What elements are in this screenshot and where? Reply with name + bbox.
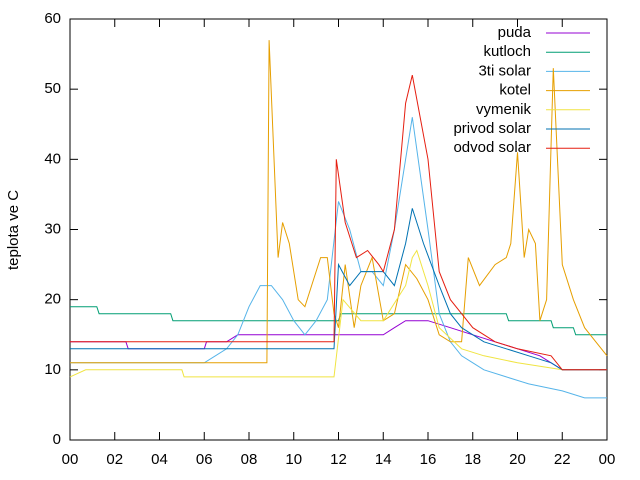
y-tick-label: 20 [44,291,61,308]
x-tick-label: 22 [554,451,571,468]
legend-label: kotel [499,82,531,99]
series-line [70,320,607,371]
y-tick-label: 30 [44,220,61,237]
series-line [70,40,608,364]
y-tick-label: 10 [44,361,61,378]
series-line [70,208,607,371]
series-line [69,249,607,378]
series-line [70,117,607,399]
legend-label: vymenik [476,101,532,118]
legend-label: puda [498,24,532,41]
y-axis-label: teplota ve C [5,190,22,270]
x-tick-label: 04 [151,451,168,468]
y-tick-label: 0 [53,431,61,448]
x-tick-label: 00 [599,451,616,468]
x-tick-label: 14 [375,451,392,468]
legend-label: odvod solar [453,139,531,156]
y-tick-label: 60 [44,10,61,27]
x-tick-label: 00 [62,451,79,468]
x-tick-label: 20 [509,451,526,468]
x-tick-label: 10 [285,451,302,468]
y-tick-label: 50 [44,80,61,97]
legend-label: kutloch [483,43,531,60]
x-tick-label: 08 [241,451,258,468]
series-line [70,306,607,336]
x-tick-label: 06 [196,451,213,468]
series-line [70,74,607,371]
x-tick-label: 12 [330,451,347,468]
y-tick-label: 40 [44,150,61,167]
legend-label: privod solar [453,120,531,137]
x-tick-label: 02 [106,451,123,468]
x-tick-label: 16 [420,451,437,468]
legend-label: 3ti solar [478,62,531,79]
x-tick-label: 18 [464,451,481,468]
